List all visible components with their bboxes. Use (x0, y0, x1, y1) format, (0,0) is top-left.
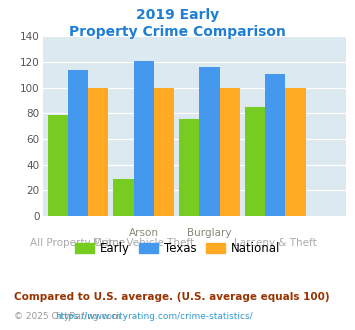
Bar (220, 88, 240, 216)
Bar (113, 179, 133, 216)
Bar (48, 115, 68, 216)
Text: Motor Vehicle Theft: Motor Vehicle Theft (93, 238, 194, 248)
Bar (179, 118, 200, 216)
Text: Compared to U.S. average. (U.S. average equals 100): Compared to U.S. average. (U.S. average … (14, 292, 330, 302)
Legend: Early, Texas, National: Early, Texas, National (70, 237, 285, 260)
Text: https://www.cityrating.com/crime-statistics/: https://www.cityrating.com/crime-statist… (55, 312, 253, 321)
Text: © 2025 CityRating.com -: © 2025 CityRating.com - (14, 312, 130, 321)
Text: Property Crime Comparison: Property Crime Comparison (69, 25, 286, 39)
Bar (133, 61, 154, 216)
Bar (200, 67, 220, 216)
Bar (88, 88, 108, 216)
Bar (154, 88, 174, 216)
Bar (285, 88, 306, 216)
Text: All Property Crime: All Property Crime (31, 238, 126, 248)
Bar (265, 74, 285, 216)
Text: Arson: Arson (129, 228, 159, 238)
Text: Larceny & Theft: Larceny & Theft (234, 238, 317, 248)
Text: Burglary: Burglary (187, 228, 232, 238)
Bar (68, 70, 88, 216)
Bar (245, 107, 265, 216)
Text: 2019 Early: 2019 Early (136, 8, 219, 22)
